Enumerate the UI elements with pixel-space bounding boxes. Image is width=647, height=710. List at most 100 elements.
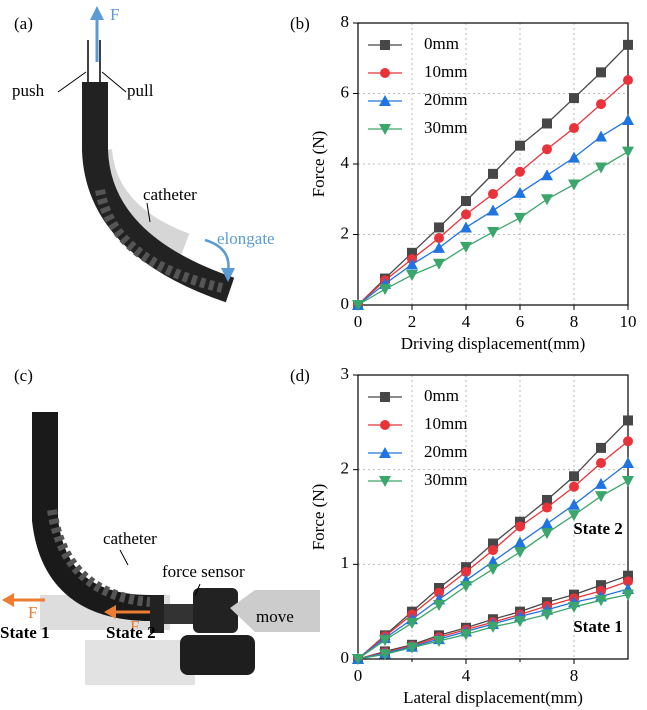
annotation: State 1 [573, 617, 623, 636]
x-tick-label: 6 [516, 312, 525, 331]
marker [433, 636, 445, 648]
marker [380, 68, 390, 78]
marker [460, 221, 472, 233]
x-tick-label: 8 [570, 666, 579, 685]
marker [514, 547, 526, 559]
marker [407, 247, 417, 258]
elongate-label: elongate [217, 229, 275, 248]
force-sensor-label: force sensor [162, 562, 245, 581]
marker [542, 118, 552, 129]
plot-frame [357, 22, 629, 306]
marker [379, 124, 391, 135]
panel-label: (d) [290, 366, 310, 385]
y-tick-label: 0 [341, 294, 350, 313]
marker [595, 130, 607, 142]
marker [379, 649, 391, 661]
marker [568, 601, 580, 613]
force-label: F [28, 603, 37, 622]
marker [622, 457, 634, 469]
marker [595, 477, 607, 489]
marker [623, 576, 633, 587]
marker [568, 498, 580, 510]
marker [622, 113, 634, 125]
marker [622, 476, 634, 488]
marker [595, 491, 607, 503]
panel-label: (c) [14, 366, 33, 385]
y-axis-label: Force (N) [309, 131, 328, 198]
marker [487, 227, 499, 239]
marker [596, 99, 606, 110]
catheter-label: catheter [103, 529, 157, 548]
marker [514, 616, 526, 628]
marker [623, 415, 633, 426]
legend-label: 0mm [424, 386, 459, 405]
force-label: F [110, 5, 119, 24]
x-tick-label: 0 [354, 666, 363, 685]
marker [515, 521, 525, 532]
marker [541, 194, 553, 206]
marker [461, 209, 471, 220]
marker [541, 609, 553, 621]
y-tick-label: 2 [341, 459, 350, 478]
catheter-label: catheter [143, 185, 197, 204]
marker [541, 528, 553, 540]
marker [488, 545, 498, 556]
marker [488, 168, 498, 179]
marker [569, 481, 579, 492]
marker [487, 621, 499, 633]
marker [541, 169, 553, 181]
marker [514, 536, 526, 548]
marker [623, 436, 633, 447]
marker [568, 179, 580, 191]
panel-label: (a) [14, 14, 33, 33]
marker [379, 284, 391, 296]
force-label: F [130, 617, 139, 636]
marker [433, 241, 445, 253]
panel-label: (b) [290, 14, 310, 33]
marker [595, 595, 607, 607]
state-label: State 2 [106, 623, 156, 642]
annotation: State 2 [573, 519, 623, 538]
marker [487, 204, 499, 216]
y-tick-label: 0 [341, 648, 350, 667]
legend-label: 10mm [424, 62, 467, 81]
marker [406, 258, 418, 270]
marker [434, 587, 444, 598]
state-label: State 1 [0, 623, 50, 642]
marker [596, 458, 606, 469]
y-tick-label: 2 [341, 223, 350, 242]
marker [623, 39, 633, 50]
pull-label: pull [127, 81, 154, 100]
x-axis-label: Driving displacement(mm) [401, 334, 586, 353]
x-tick-label: 4 [462, 312, 471, 331]
marker [487, 555, 499, 567]
move-label: move [256, 607, 294, 626]
legend-label: 0mm [424, 34, 459, 53]
marker [542, 494, 552, 505]
marker [461, 566, 471, 577]
marker [379, 476, 391, 487]
marker [379, 447, 391, 458]
x-tick-label: 0 [354, 312, 363, 331]
marker [569, 471, 579, 482]
marker [568, 510, 580, 522]
marker [514, 186, 526, 198]
marker [541, 517, 553, 529]
y-tick-label: 6 [341, 82, 350, 101]
y-tick-label: 8 [341, 12, 350, 31]
marker [569, 93, 579, 104]
marker [352, 300, 364, 311]
marker [542, 144, 552, 155]
legend-label: 30mm [424, 470, 467, 489]
marker [460, 629, 472, 641]
marker [515, 140, 525, 151]
marker [488, 188, 498, 199]
marker [568, 151, 580, 163]
x-axis-label: Lateral displacement(mm) [403, 688, 583, 707]
marker [515, 166, 525, 177]
y-tick-label: 1 [341, 553, 350, 572]
marker [569, 123, 579, 134]
marker [488, 538, 498, 549]
y-tick-label: 4 [341, 153, 350, 172]
